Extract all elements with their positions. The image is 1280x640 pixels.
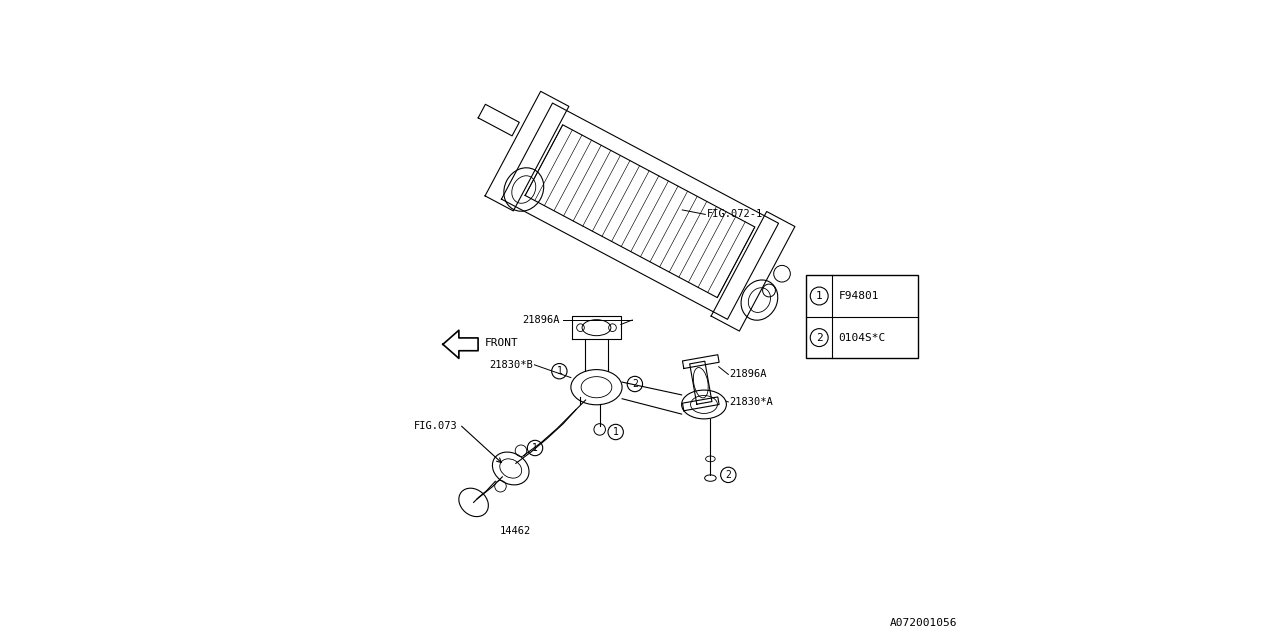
Text: 2: 2 [815, 333, 823, 342]
Text: A072001056: A072001056 [890, 618, 957, 628]
Text: 2: 2 [726, 470, 731, 480]
Text: F94801: F94801 [838, 291, 879, 301]
Text: 14462: 14462 [499, 526, 531, 536]
Bar [806, 275, 919, 358]
Text: 1: 1 [815, 291, 823, 301]
Text: 2: 2 [632, 379, 637, 389]
Text: 21830*B: 21830*B [489, 360, 534, 370]
Text: 1: 1 [532, 443, 538, 453]
Text: 21896A: 21896A [522, 315, 561, 325]
Text: 1: 1 [613, 427, 618, 437]
Text: FIG.072-1: FIG.072-1 [707, 209, 763, 220]
Text: 21896A: 21896A [730, 369, 767, 380]
Text: 0104S*C: 0104S*C [838, 333, 886, 342]
Text: 1: 1 [557, 366, 562, 376]
Text: FIG.073: FIG.073 [413, 420, 458, 431]
Text: FRONT: FRONT [485, 338, 518, 348]
Text: 21830*A: 21830*A [730, 397, 773, 407]
